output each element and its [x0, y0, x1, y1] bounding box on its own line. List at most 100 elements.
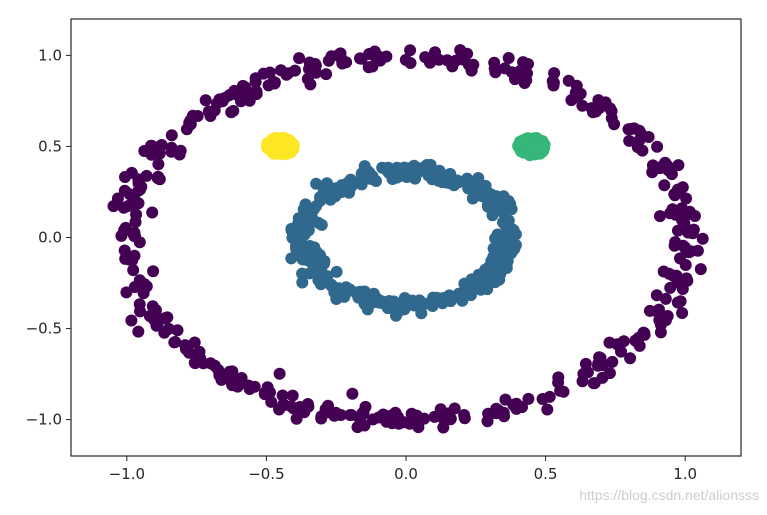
scatter-point [308, 241, 321, 254]
scatter-point [366, 60, 379, 73]
scatter-point [577, 367, 590, 380]
scatter-point [676, 307, 689, 319]
scatter-point [557, 385, 570, 398]
scatter-point [134, 305, 146, 318]
scatter-point [504, 246, 517, 258]
scatter-point [322, 54, 335, 67]
scatter-point [248, 380, 261, 393]
scatter-point [672, 159, 685, 172]
scatter-point [480, 275, 493, 287]
scatter-point [404, 44, 417, 57]
scatter-point [470, 272, 483, 285]
scatter-point [153, 147, 166, 160]
scatter-point [419, 51, 432, 64]
scatter-point [138, 278, 151, 290]
scatter-point [188, 336, 201, 349]
scatter-point [132, 197, 145, 210]
series-0 [107, 44, 709, 434]
scatter-point [458, 412, 471, 425]
scatter-point [654, 210, 666, 223]
scatter-point [152, 158, 165, 171]
scatter-point [481, 265, 494, 278]
series-1 [285, 158, 522, 322]
scatter-point [273, 403, 286, 416]
scatter-point [635, 127, 647, 140]
scatter-point [650, 289, 663, 302]
scatter-point [676, 283, 689, 295]
scatter-point [120, 286, 133, 299]
scatter-point [296, 276, 309, 289]
scatter-point [143, 310, 156, 322]
scatter-point [672, 184, 685, 196]
scatter-point [125, 166, 138, 179]
scatter-point [605, 105, 618, 118]
scatter-point [165, 129, 178, 142]
scatter-point [355, 52, 368, 65]
scatter-point [596, 371, 609, 384]
x-tick-label: −0.5 [248, 465, 284, 483]
scatter-point [631, 141, 644, 154]
scatter-point [587, 377, 600, 390]
scatter-point [522, 392, 535, 405]
x-tick-label: 1.0 [673, 465, 697, 483]
scatter-point [464, 289, 477, 302]
scatter-point [664, 207, 677, 220]
scatter-point [351, 421, 364, 434]
scatter-point [127, 264, 140, 277]
series-2 [260, 131, 300, 161]
scatter-point [679, 241, 691, 254]
scatter-point [418, 412, 431, 425]
y-tick-label: 0.0 [38, 229, 62, 247]
scatter-point [193, 345, 206, 358]
scatter-point [579, 357, 592, 370]
scatter-point [517, 134, 530, 147]
scatter-point [285, 400, 298, 413]
scatter-point [668, 239, 681, 252]
scatter-point [552, 371, 565, 384]
scatter-point [369, 291, 382, 304]
scatter-point [488, 62, 501, 75]
scatter-point [680, 272, 693, 285]
scatter-point [147, 265, 160, 278]
scatter-point [522, 58, 534, 70]
scatter-point [623, 134, 636, 147]
scatter-point [235, 95, 247, 108]
scatter-point [671, 296, 684, 309]
scatter-point [125, 314, 138, 327]
x-tick-label: 0.0 [394, 465, 418, 483]
plot-frame [70, 18, 742, 457]
scatter-point [286, 389, 299, 402]
y-tick-label: −0.5 [26, 320, 62, 338]
scatter-point [274, 138, 287, 151]
scatter-point [638, 327, 651, 340]
scatter-point [204, 357, 217, 370]
scatter-point [340, 286, 353, 299]
scatter-point [168, 336, 181, 349]
scatter-point [574, 87, 587, 100]
scatter-point [491, 194, 504, 207]
series-3 [512, 132, 551, 162]
scatter-point [515, 145, 528, 158]
scatter-point [446, 60, 459, 73]
scatter-point [498, 62, 511, 75]
scatter-point [225, 375, 237, 388]
scatter-point [593, 101, 606, 114]
scatter-point [548, 67, 561, 80]
scatter-point [314, 267, 327, 280]
scatter-point [543, 390, 556, 403]
scatter-point [132, 325, 145, 338]
scatter-point [576, 99, 589, 112]
scatter-point [514, 65, 526, 77]
scatter-point [321, 177, 333, 190]
scatter-point [653, 314, 666, 327]
scatter-point [398, 416, 411, 429]
y-axis-ticks: −1.0 −0.5 0.0 0.5 1.0 [26, 46, 71, 429]
scatter-point [427, 291, 440, 304]
scatter-point [428, 410, 441, 423]
scatter-point [342, 177, 354, 190]
scatter-point [312, 216, 325, 229]
scatter-point [502, 195, 515, 207]
scatter-point [292, 217, 305, 230]
scatter-point [331, 287, 343, 300]
